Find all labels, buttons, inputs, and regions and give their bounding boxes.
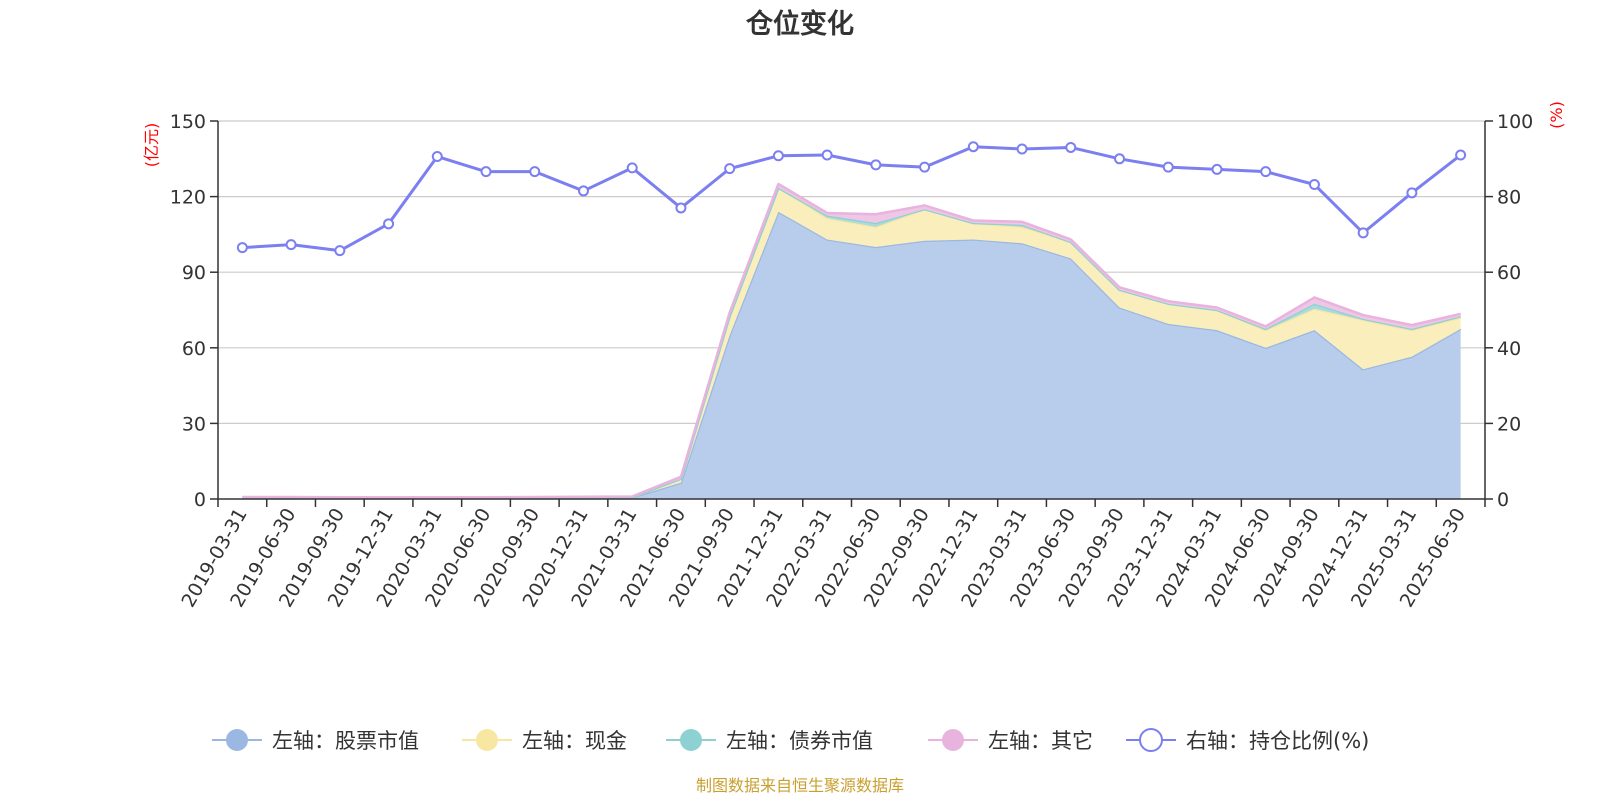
ratio-point-11	[772, 150, 784, 162]
area-series-1	[242, 211, 1461, 499]
ratio-point-24	[1406, 187, 1418, 199]
legend-marker-3	[680, 729, 702, 751]
right-tick-label-100: 100	[1497, 111, 1533, 133]
stacked-areas	[242, 182, 1462, 500]
ratio-point-9	[675, 202, 687, 214]
right-tick-label-80: 80	[1497, 187, 1521, 209]
ratio-point-3	[383, 218, 395, 230]
left-tick-label-120: 120	[170, 187, 206, 209]
ratio-point-8	[626, 162, 638, 174]
ratio-point-12	[821, 149, 833, 161]
left-tick-label-60: 60	[182, 338, 206, 360]
ratio-point-0	[236, 242, 248, 254]
source-note: 制图数据来自恒生聚源数据库	[696, 776, 904, 795]
legend-label-3: 左轴：债券市值	[726, 729, 873, 753]
ratio-point-15	[967, 141, 979, 153]
ratio-line-path	[242, 145, 1462, 253]
legend-label-2: 左轴：现金	[522, 729, 627, 753]
legend-marker-4	[942, 729, 964, 751]
ratio-point-19	[1162, 161, 1174, 173]
legend-label-1: 左轴：股票市值	[272, 729, 419, 753]
legend: 左轴：股票市值 左轴：现金 左轴：债券市值 左轴：其它 右轴：持仓比例(%)	[212, 728, 1369, 753]
ratio-point-25	[1455, 149, 1467, 161]
legend-marker-2	[476, 729, 498, 751]
legend-label-5: 右轴：持仓比例(%)	[1186, 729, 1369, 753]
left-tick-label-0: 0	[194, 489, 206, 511]
ratio-point-4	[431, 151, 443, 163]
ratio-point-6	[529, 166, 541, 178]
ratio-point-10	[724, 163, 736, 175]
left-tick-label-90: 90	[182, 262, 206, 284]
position-ratio-line	[236, 141, 1467, 257]
legend-marker-5	[1139, 728, 1163, 752]
right-tick-label-60: 60	[1497, 262, 1521, 284]
ratio-point-17	[1065, 141, 1077, 153]
left-axis-unit: (亿元)	[142, 123, 161, 168]
left-tick-label-30: 30	[182, 413, 206, 435]
ratio-point-21	[1260, 166, 1272, 178]
left-tick-label-150: 150	[170, 111, 206, 133]
right-tick-label-40: 40	[1497, 338, 1521, 360]
right-tick-label-0: 0	[1497, 489, 1509, 511]
ratio-point-22	[1308, 179, 1320, 191]
ratio-point-18	[1114, 153, 1126, 165]
ratio-point-1	[285, 239, 297, 251]
ratio-point-5	[480, 166, 492, 178]
legend-label-4: 左轴：其它	[988, 729, 1093, 753]
legend-marker-1	[226, 729, 248, 751]
ratio-point-7	[577, 185, 589, 197]
ratio-point-16	[1016, 143, 1028, 155]
right-tick-label-20: 20	[1497, 413, 1521, 435]
ratio-point-14	[919, 161, 931, 173]
ratio-point-2	[334, 245, 346, 257]
right-axis-unit: (%)	[1547, 101, 1566, 129]
ratio-point-23	[1357, 227, 1369, 239]
ratio-point-13	[870, 159, 882, 171]
ratio-point-20	[1211, 163, 1223, 175]
chart-title: 仓位变化	[745, 8, 854, 40]
area-line-series-4	[242, 182, 1461, 499]
